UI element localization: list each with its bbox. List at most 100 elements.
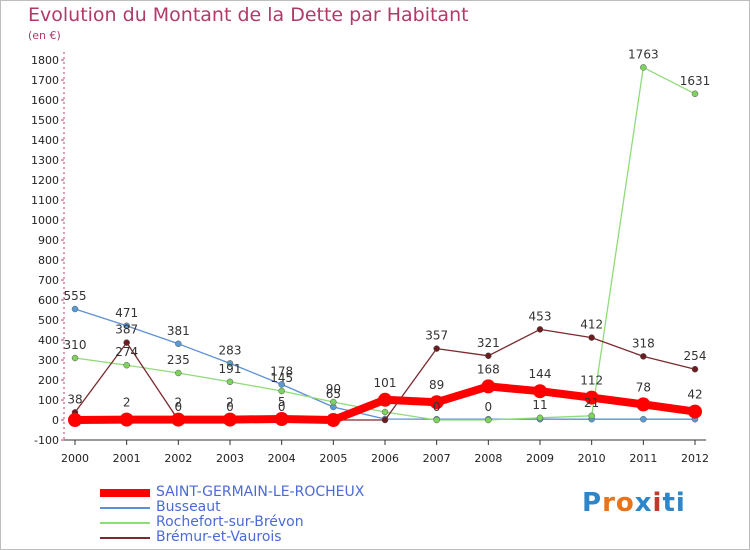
data-point-saint-germain-le-rocheux [688,404,702,419]
data-point-br-mur-et-vaurois [433,345,440,352]
data-label: 101 [374,376,397,390]
data-label: 0 [175,400,183,414]
data-point-saint-germain-le-rocheux [481,379,496,394]
data-point-rochefort-sur-br-von [588,412,595,420]
chart-unit-label: (en €) [28,29,61,42]
data-point-busseaut [123,322,130,330]
y-tick-label: 300 [38,354,59,367]
data-point-saint-germain-le-rocheux [378,392,392,407]
legend-swatch [100,522,150,524]
data-label: 0 [226,400,234,414]
data-point-saint-germain-le-rocheux [636,397,651,412]
data-point-saint-germain-le-rocheux [584,390,599,405]
proxiti-logo: Proxiti [582,488,686,518]
x-tick-label: 2004 [268,452,296,465]
data-point-saint-germain-le-rocheux [223,412,237,427]
data-point-busseaut [278,381,285,388]
data-point-br-mur-et-vaurois [536,326,544,333]
data-point-br-mur-et-vaurois [485,352,492,360]
data-label: 168 [477,362,500,376]
data-point-saint-germain-le-rocheux [68,413,82,427]
legend-label: Rochefort-sur-Brévon [156,514,304,530]
data-point-rochefort-sur-br-von [175,369,182,377]
data-label: 235 [167,353,190,367]
data-label: 357 [425,329,448,343]
data-label: 0 [485,400,493,414]
x-tick-label: 2008 [474,452,502,465]
data-label: 381 [167,324,190,338]
data-point-saint-germain-le-rocheux [429,395,444,410]
x-tick-label: 2005 [319,452,347,465]
x-tick-label: 2007 [423,452,451,465]
data-label: 283 [219,343,242,357]
logo-letter: P [582,488,603,518]
y-tick-label: 1000 [31,214,59,227]
data-label: 42 [687,388,702,402]
y-tick-label: 400 [38,334,59,347]
data-label: 145 [270,371,293,385]
data-label: 321 [477,336,500,350]
y-tick-label: 800 [38,254,59,267]
y-tick-label: 900 [38,234,59,247]
data-label: 2 [175,396,183,410]
legend-swatch [100,507,150,509]
data-point-saint-germain-le-rocheux [274,412,289,426]
data-point-saint-germain-le-rocheux [533,384,547,399]
y-tick-label: 1600 [31,94,59,107]
data-point-rochefort-sur-br-von [640,64,647,71]
data-label: 112 [580,374,603,388]
y-tick-label: 600 [38,294,59,307]
data-label: 412 [580,318,603,332]
logo-letter: i [652,488,663,518]
x-tick-label: 2011 [629,452,657,465]
data-point-br-mur-et-vaurois [640,353,647,360]
y-tick-label: 1300 [31,154,59,167]
data-point-busseaut [175,340,182,348]
data-label: 318 [632,336,655,350]
y-tick-label: 0 [52,414,59,427]
data-label: 11 [532,398,547,412]
data-point-br-mur-et-vaurois [381,416,389,424]
data-label: 2 [123,396,131,410]
logo-letter: r [602,488,616,518]
data-point-rochefort-sur-br-von [123,361,130,369]
x-tick-label: 2006 [371,452,399,465]
x-tick-label: 2002 [164,452,192,465]
legend-swatch [100,537,150,539]
x-tick-label: 2009 [526,452,554,465]
y-tick-label: 700 [38,274,59,287]
y-tick-label: 1100 [31,194,59,207]
data-label: 191 [219,362,242,376]
data-point-rochefort-sur-br-von [330,398,337,406]
data-point-rochefort-sur-br-von [485,416,492,424]
data-point-br-mur-et-vaurois [588,334,595,341]
logo-letter: x [634,488,653,518]
data-label: 38 [67,392,82,406]
y-tick-label: 1700 [31,74,59,87]
plot-area [64,52,706,440]
data-label: 65 [326,387,341,401]
data-label: 0 [278,400,286,414]
data-label: 2 [226,396,234,410]
legend-label: Busseaut [156,499,221,515]
data-label: 90 [326,382,341,396]
data-label: 1763 [628,47,659,61]
y-tick-label: 500 [38,314,59,327]
data-point-rochefort-sur-br-von [536,414,544,422]
data-point-rochefort-sur-br-von [433,416,440,424]
data-label: 178 [270,364,293,378]
x-tick-label: 2010 [578,452,606,465]
x-tick-label: 2012 [681,452,709,465]
data-label: 89 [429,378,444,392]
data-label: 471 [115,306,138,320]
data-label: 78 [636,380,651,394]
x-tick-label: 2001 [113,452,141,465]
y-tick-label: 1200 [31,174,59,187]
data-point-rochefort-sur-br-von [71,354,79,362]
data-label: 144 [529,367,552,381]
data-label: 254 [684,349,707,363]
data-point-br-mur-et-vaurois [123,339,130,346]
y-tick-label: -100 [34,434,59,447]
data-label: 0 [433,400,441,414]
